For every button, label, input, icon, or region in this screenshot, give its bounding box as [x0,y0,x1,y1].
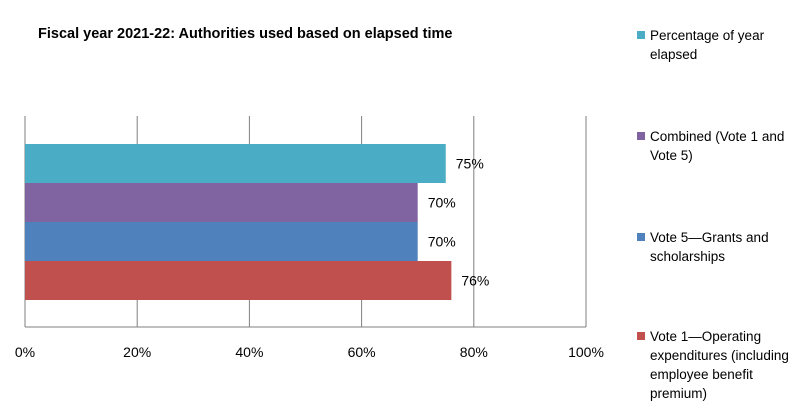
bar [25,144,446,183]
legend-label: Vote 5—Grants and scholarships [650,230,769,264]
bar [25,183,418,222]
x-tick-label: 20% [123,344,151,360]
data-label: 70% [428,234,456,250]
x-tick-label: 100% [568,344,604,360]
x-tick-label: 40% [235,344,263,360]
legend-item: Vote 5—Grants and scholarships [637,228,797,266]
bars [25,144,452,300]
chart-title: Fiscal year 2021-22: Authorities used ba… [38,26,453,42]
legend-swatch [637,332,645,340]
legend-label: Combined (Vote 1 and Vote 5) [650,129,785,163]
legend-swatch [637,233,645,241]
x-tick-label: 0% [15,344,35,360]
bar [25,222,418,261]
legend-item: Vote 1—Operating expenditures (including… [637,327,797,403]
legend-item: Percentage of year elapsed [637,26,797,64]
data-label: 70% [428,195,456,211]
data-labels: 75% 70% 70% 76% [428,156,490,289]
legend-swatch [637,31,645,39]
legend-item: Combined (Vote 1 and Vote 5) [637,127,797,165]
legend-label: Vote 1—Operating expenditures (including… [650,329,789,401]
x-tick-label: 60% [348,344,376,360]
x-axis-ticks: 0% 20% 40% 60% 80% 100% [15,344,604,360]
x-tick-label: 80% [460,344,488,360]
legend-label: Percentage of year elapsed [650,28,765,62]
data-label: 76% [461,273,489,289]
data-label: 75% [456,156,484,172]
legend-swatch [637,132,645,140]
bar [25,261,452,300]
